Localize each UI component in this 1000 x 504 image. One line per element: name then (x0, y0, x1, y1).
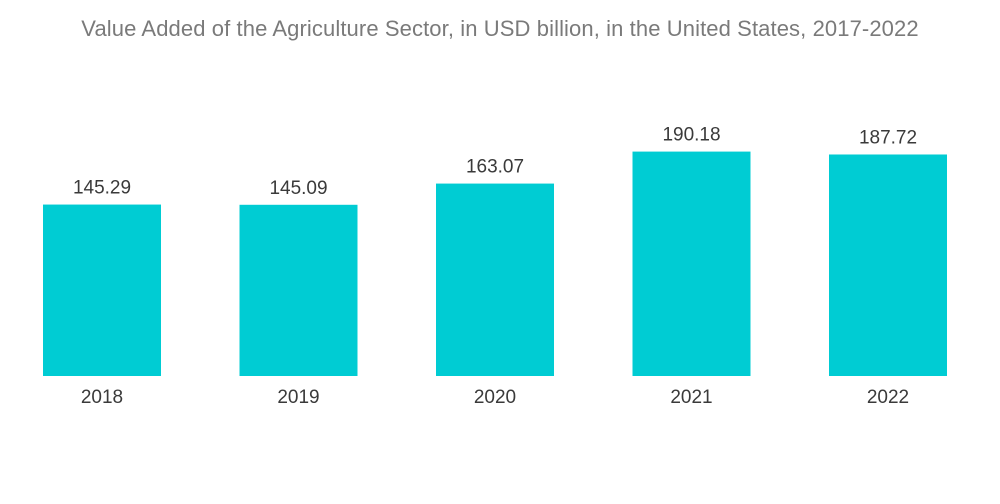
bars-group (43, 151, 947, 376)
data-label-2021: 190.18 (662, 125, 720, 146)
bar-2021 (632, 151, 751, 376)
x-tick-label-2019: 2019 (277, 387, 319, 408)
x-tick-label-2022: 2022 (867, 387, 909, 408)
data-label-2022: 187.72 (859, 127, 917, 148)
chart-title: Value Added of the Agriculture Sector, i… (81, 16, 919, 41)
bar-2018 (43, 204, 161, 376)
x-tick-label-2020: 2020 (474, 387, 516, 408)
bar-2020 (436, 183, 554, 376)
data-label-2019: 145.09 (269, 178, 327, 199)
x-tick-label-2021: 2021 (670, 387, 712, 408)
data-label-2020: 163.07 (466, 157, 524, 178)
data-label-2018: 145.29 (73, 178, 131, 199)
x-tick-label-2018: 2018 (81, 387, 123, 408)
x-axis-ticks: 2018 2019 2020 2021 2022 (81, 387, 909, 408)
bar-2019 (239, 204, 358, 376)
bar-2022 (829, 154, 947, 376)
data-labels-group: 145.29 145.09 163.07 190.18 187.72 (73, 125, 917, 199)
